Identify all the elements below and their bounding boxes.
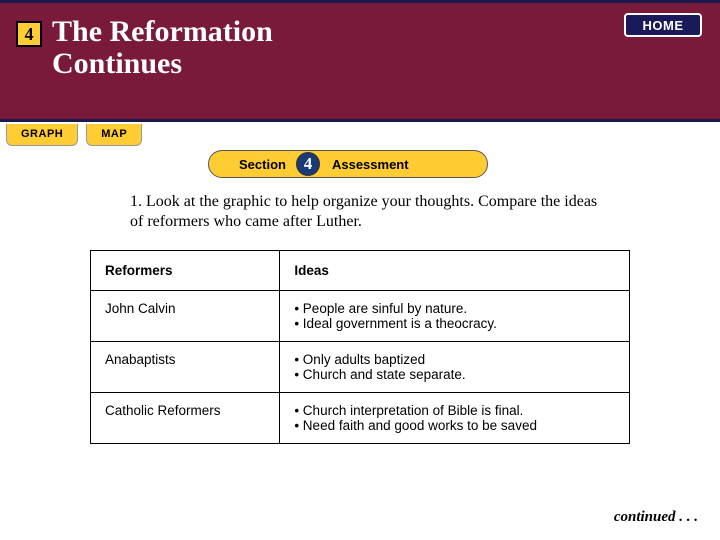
reformers-table: Reformers Ideas John Calvin • People are… (90, 250, 630, 444)
question-prompt: 1. Look at the graphic to help organize … (130, 192, 600, 232)
idea-bullet: • Only adults baptized (294, 352, 615, 367)
table-row: Catholic Reformers • Church interpretati… (91, 392, 629, 443)
table-row: Anabaptists • Only adults baptized • Chu… (91, 341, 629, 392)
reformer-name: Anabaptists (91, 342, 280, 392)
section-number-badge: 4 (296, 152, 320, 176)
reformer-ideas: • Only adults baptized • Church and stat… (280, 342, 629, 392)
continued-label: continued . . . (614, 509, 698, 526)
idea-bullet: • People are sinful by nature. (294, 301, 615, 316)
idea-bullet: • Ideal government is a theocracy. (294, 316, 615, 331)
home-button[interactable]: HOME (624, 13, 702, 37)
idea-bullet: • Need faith and good works to be saved (294, 418, 615, 433)
table-row: John Calvin • People are sinful by natur… (91, 290, 629, 341)
idea-bullet: • Church interpretation of Bible is fina… (294, 403, 615, 418)
title-line-2: Continues (52, 47, 182, 80)
tab-row: GRAPH MAP (6, 124, 142, 146)
title-line-1: The Reformation (52, 15, 273, 48)
page-title: The Reformation Continues (52, 16, 273, 81)
reformer-ideas: • People are sinful by nature. • Ideal g… (280, 291, 629, 341)
idea-bullet: • Church and state separate. (294, 367, 615, 382)
reformer-name: John Calvin (91, 291, 280, 341)
tab-graph[interactable]: GRAPH (6, 124, 78, 146)
section-assessment-label: Assessment (332, 157, 409, 172)
tab-map[interactable]: MAP (86, 124, 142, 146)
column-header-reformers: Reformers (91, 251, 280, 290)
section-label: Section (239, 157, 286, 172)
chapter-number-badge: 4 (16, 21, 42, 47)
column-header-ideas: Ideas (280, 251, 629, 290)
header-band: 4 The Reformation Continues HOME (0, 0, 720, 122)
reformer-name: Catholic Reformers (91, 393, 280, 443)
section-assessment-pill: Section 4 Assessment (208, 150, 488, 178)
reformer-ideas: • Church interpretation of Bible is fina… (280, 393, 629, 443)
table-header-row: Reformers Ideas (91, 251, 629, 290)
